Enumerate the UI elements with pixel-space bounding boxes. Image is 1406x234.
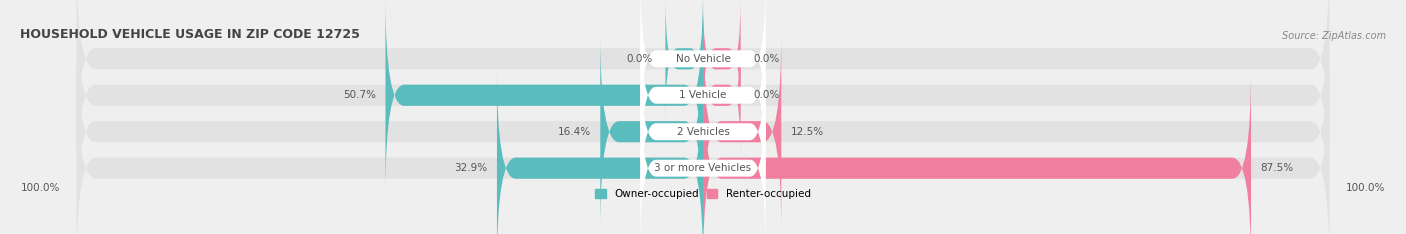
- FancyBboxPatch shape: [385, 0, 703, 194]
- Text: 1 Vehicle: 1 Vehicle: [679, 90, 727, 100]
- Text: 3 or more Vehicles: 3 or more Vehicles: [654, 163, 752, 173]
- FancyBboxPatch shape: [640, 49, 766, 214]
- Text: 12.5%: 12.5%: [790, 127, 824, 137]
- FancyBboxPatch shape: [640, 0, 766, 142]
- FancyBboxPatch shape: [77, 0, 1329, 158]
- Text: HOUSEHOLD VEHICLE USAGE IN ZIP CODE 12725: HOUSEHOLD VEHICLE USAGE IN ZIP CODE 1272…: [20, 28, 360, 40]
- FancyBboxPatch shape: [703, 33, 741, 158]
- Text: 0.0%: 0.0%: [627, 54, 652, 64]
- FancyBboxPatch shape: [77, 0, 1329, 194]
- Text: 100.0%: 100.0%: [1347, 183, 1386, 193]
- FancyBboxPatch shape: [665, 0, 703, 121]
- Legend: Owner-occupied, Renter-occupied: Owner-occupied, Renter-occupied: [595, 189, 811, 199]
- FancyBboxPatch shape: [600, 33, 703, 230]
- Text: 0.0%: 0.0%: [754, 90, 779, 100]
- FancyBboxPatch shape: [640, 13, 766, 178]
- FancyBboxPatch shape: [703, 0, 741, 121]
- FancyBboxPatch shape: [77, 69, 1329, 234]
- FancyBboxPatch shape: [640, 85, 766, 234]
- Text: 2 Vehicles: 2 Vehicles: [676, 127, 730, 137]
- Text: 0.0%: 0.0%: [754, 54, 779, 64]
- FancyBboxPatch shape: [703, 69, 1251, 234]
- FancyBboxPatch shape: [703, 33, 782, 230]
- Text: 87.5%: 87.5%: [1260, 163, 1294, 173]
- Text: 16.4%: 16.4%: [558, 127, 591, 137]
- Text: No Vehicle: No Vehicle: [675, 54, 731, 64]
- Text: Source: ZipAtlas.com: Source: ZipAtlas.com: [1281, 31, 1386, 40]
- FancyBboxPatch shape: [496, 69, 703, 234]
- Text: 100.0%: 100.0%: [20, 183, 59, 193]
- FancyBboxPatch shape: [77, 33, 1329, 230]
- Text: 32.9%: 32.9%: [454, 163, 488, 173]
- Text: 50.7%: 50.7%: [343, 90, 375, 100]
